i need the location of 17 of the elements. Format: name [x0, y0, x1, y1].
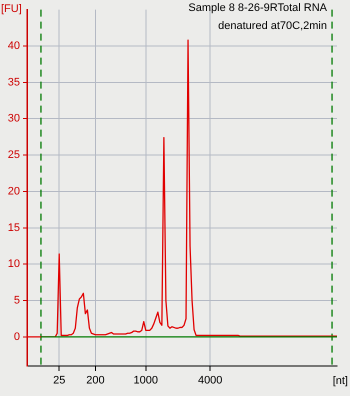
x-tick-label: 1000: [134, 374, 158, 387]
y-tick-label: 20: [8, 185, 20, 198]
x-tick-label: 200: [86, 374, 105, 387]
y-tick-label: 35: [8, 76, 20, 88]
x-tick-label: 4000: [198, 374, 222, 387]
y-tick-label: 40: [8, 40, 20, 52]
y-axis-title: [FU]: [1, 3, 22, 16]
y-tick-label: 15: [8, 222, 20, 234]
y-tick-label: 0: [14, 330, 20, 343]
y-tick-label: 10: [8, 258, 20, 270]
text: denatured at70C,2min: [218, 20, 327, 32]
y-tick-label: 5: [14, 294, 20, 307]
x-axis-title: [nt]: [332, 375, 348, 388]
y-tick-label: 25: [8, 149, 20, 162]
x-tick-label: 25: [53, 374, 66, 387]
chart-title: Sample 8 8-26-9RTotal RNA: [188, 2, 328, 14]
y-tick-label: 30: [8, 112, 20, 125]
